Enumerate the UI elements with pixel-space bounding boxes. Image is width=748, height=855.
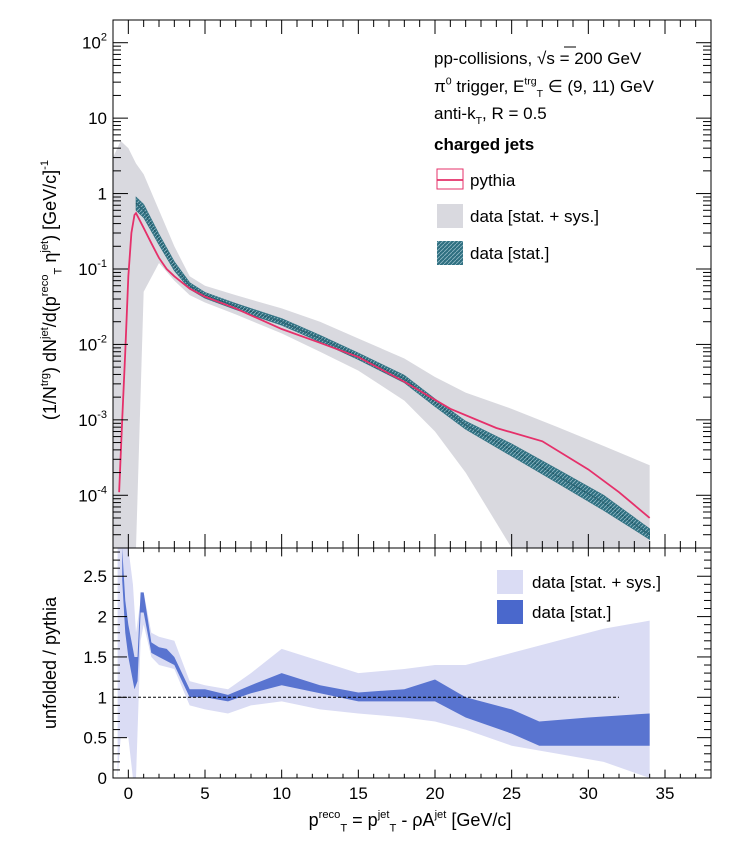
pythia-line bbox=[118, 211, 651, 519]
tick-base: 10 bbox=[78, 486, 97, 505]
tick-base: 10 bbox=[88, 109, 107, 128]
bottom-y-tick-label: 2.5 bbox=[83, 567, 107, 586]
bottom-x-tick-label: 25 bbox=[502, 784, 521, 803]
tick-base: 1 bbox=[98, 185, 107, 204]
bottom-y-tick-label: 1.5 bbox=[83, 648, 107, 667]
bottom-y-axis-title: unfolded / pythia bbox=[40, 596, 60, 729]
stat-central-line bbox=[135, 202, 650, 536]
text-part: π bbox=[434, 77, 446, 96]
top-plot-lines bbox=[118, 202, 651, 536]
bottom-y-tick-label: 0.5 bbox=[83, 729, 107, 748]
text-part: η bbox=[40, 253, 60, 268]
top-y-axis-title: (1/Ntrg) dNjet/d(precoT ηjet) [GeV/c]-1 bbox=[39, 160, 65, 420]
text-part: jet bbox=[377, 809, 391, 821]
bottom-frame bbox=[112, 547, 712, 779]
bottom-x-tick-label: 5 bbox=[200, 784, 209, 803]
stat-band-bottom bbox=[122, 548, 650, 746]
text-part: reco bbox=[319, 809, 341, 821]
bottom-x-tick-label: 0 bbox=[124, 784, 133, 803]
text-part: jet bbox=[39, 240, 51, 254]
text-part: = p bbox=[347, 810, 378, 830]
text-part: reco bbox=[39, 274, 51, 296]
tick-exp: 2 bbox=[101, 32, 107, 44]
text-part: , R = 0.5 bbox=[482, 104, 547, 123]
text-part: ) [GeV/c] bbox=[40, 170, 60, 241]
text-part: /d(p bbox=[40, 296, 60, 327]
tick-exp: -2 bbox=[97, 333, 107, 345]
bottom-legend-label: data [stat. + sys.] bbox=[532, 573, 661, 592]
bottom-plot-bands bbox=[117, 548, 650, 778]
stat-band-top bbox=[135, 196, 650, 540]
text-part: T bbox=[537, 88, 544, 100]
bottom-y-tick-label: 1 bbox=[98, 688, 107, 707]
text-part: -1 bbox=[39, 160, 51, 170]
text-part: trg bbox=[524, 75, 536, 87]
top-y-tick-label: 1 bbox=[98, 185, 107, 204]
info-line: π0 trigger, EtrgT ∈ (9, 11) GeV bbox=[434, 75, 655, 100]
text-part: ) dN bbox=[40, 339, 60, 373]
info-line: pp-collisions, √s = 200 GeV bbox=[434, 49, 642, 68]
text-part: trg bbox=[39, 373, 51, 386]
x-axis-title: precoT = pjetT - ρAjet [GeV/c] bbox=[309, 809, 512, 835]
top-y-tick-label: 10-4 bbox=[78, 484, 107, 505]
text-part: T bbox=[52, 267, 64, 274]
text-part: jet bbox=[39, 326, 51, 340]
legend-label: data [stat.] bbox=[470, 244, 549, 263]
bottom-legend-swatch bbox=[497, 570, 523, 594]
bottom-x-tick-label: 20 bbox=[426, 784, 445, 803]
text-part: trigger, E bbox=[452, 77, 525, 96]
bottom-x-tick-label: 10 bbox=[272, 784, 291, 803]
top-y-tick-label: 10-1 bbox=[78, 258, 107, 279]
tick-base: 10 bbox=[78, 335, 97, 354]
text-part: p bbox=[309, 810, 319, 830]
legend-label: pythia bbox=[470, 171, 516, 190]
top-plot-bands bbox=[113, 140, 650, 548]
legend-swatch-sys bbox=[437, 204, 463, 228]
legend-swatch-pythia bbox=[436, 168, 464, 190]
bottom-legend-swatch bbox=[497, 600, 523, 624]
bottom-x-tick-label: 35 bbox=[656, 784, 675, 803]
text-part: = 200 GeV bbox=[555, 49, 642, 68]
tick-base: 10 bbox=[78, 411, 97, 430]
text-part: (1/N bbox=[40, 386, 60, 420]
top-y-tick-label: 10-3 bbox=[78, 409, 107, 430]
tick-exp: -4 bbox=[97, 484, 107, 496]
text-part: ∈ (9, 11) GeV bbox=[543, 77, 655, 96]
text-part: 0 bbox=[446, 75, 452, 87]
text-part: charged jets bbox=[434, 135, 534, 154]
text-part: T bbox=[340, 822, 347, 834]
legend-swatch-stat bbox=[437, 241, 463, 265]
bottom-legend-label: data [stat.] bbox=[532, 603, 611, 622]
tick-exp: -3 bbox=[97, 409, 107, 421]
text-part: pp-collisions, bbox=[434, 49, 537, 68]
text-part: √s bbox=[537, 49, 555, 68]
legends: pp-collisions, √s = 200 GeV π0 trigger, E… bbox=[434, 46, 661, 624]
legend-label: data [stat. + sys.] bbox=[470, 207, 599, 226]
top-y-tick-label: 102 bbox=[82, 32, 107, 53]
top-y-tick-label: 10 bbox=[88, 109, 107, 128]
tick-base: 10 bbox=[82, 34, 101, 53]
top-y-tick-label: 10-2 bbox=[78, 333, 107, 354]
plot-frames bbox=[112, 19, 712, 779]
tick-exp: -1 bbox=[97, 258, 107, 270]
text-part: jet bbox=[434, 809, 448, 821]
bottom-y-tick-label: 2 bbox=[98, 608, 107, 627]
text-part: anti-k bbox=[434, 104, 476, 123]
text-part: T bbox=[389, 822, 396, 834]
text-part: T bbox=[476, 115, 483, 127]
text-part: - ρA bbox=[396, 810, 434, 830]
tick-base: 10 bbox=[78, 260, 97, 279]
info-line: charged jets bbox=[434, 135, 534, 154]
bottom-y-tick-label: 0 bbox=[98, 769, 107, 788]
bottom-x-tick-label: 15 bbox=[349, 784, 368, 803]
bottom-x-tick-label: 30 bbox=[579, 784, 598, 803]
axis-labels: precoT = pjetT - ρAjet [GeV/c](1/Ntrg) d… bbox=[39, 160, 511, 834]
text-part: [GeV/c] bbox=[446, 810, 511, 830]
info-line: anti-kT, R = 0.5 bbox=[434, 104, 547, 127]
